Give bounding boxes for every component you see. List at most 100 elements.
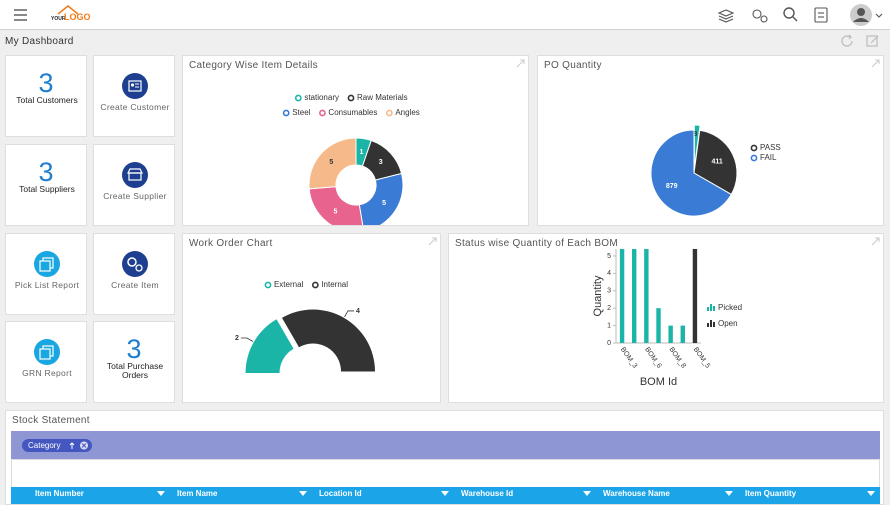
chart: 2 4 External Internal bbox=[235, 237, 437, 373]
y-tick-label: 0 bbox=[607, 340, 611, 347]
column-filter[interactable] bbox=[441, 491, 449, 497]
y-tick-label: 4 bbox=[607, 270, 611, 277]
logo-small: YOUR bbox=[51, 16, 66, 22]
legend-label: PASS bbox=[760, 143, 781, 152]
bar bbox=[644, 249, 649, 343]
slice bbox=[282, 309, 375, 372]
legend-marker bbox=[385, 109, 393, 117]
data-label: 5 bbox=[329, 159, 333, 166]
tile-label: Create Item bbox=[111, 280, 159, 290]
tile[interactable]: Create Customer bbox=[93, 55, 175, 137]
filter-icon bbox=[867, 491, 875, 496]
column-header[interactable]: Location Id bbox=[319, 489, 362, 498]
legend-label: Raw Materials bbox=[357, 93, 408, 102]
layers-icon[interactable] bbox=[717, 9, 735, 23]
card-title: Work Order Chart bbox=[189, 238, 273, 249]
link-icon-part bbox=[871, 237, 880, 246]
customer-icon bbox=[122, 73, 148, 99]
link-icon-part bbox=[871, 59, 880, 68]
tile[interactable]: 3 Total Customers bbox=[5, 55, 87, 137]
legend-label: External bbox=[274, 280, 304, 289]
legend-item: Open bbox=[707, 319, 738, 328]
column-header[interactable]: Item Quantity bbox=[745, 489, 797, 498]
filter-icon bbox=[441, 491, 449, 496]
supplier-icon bbox=[122, 162, 148, 188]
legend-item: Picked bbox=[707, 303, 742, 312]
legend-label: Open bbox=[718, 319, 738, 328]
filter-icon bbox=[725, 491, 733, 496]
tile-value: 3 bbox=[38, 68, 54, 98]
filter-chip[interactable]: Category bbox=[22, 439, 92, 452]
column-filter[interactable] bbox=[157, 491, 165, 497]
tile[interactable]: Pick List Report bbox=[5, 233, 87, 315]
x-tick-label: BOM_5 bbox=[692, 346, 711, 370]
settings-icon[interactable] bbox=[752, 9, 768, 23]
column-header[interactable]: Item Name bbox=[177, 489, 218, 498]
x-axis-title: BOM Id bbox=[640, 376, 677, 388]
slice bbox=[358, 172, 404, 225]
column-header[interactable]: Item Number bbox=[35, 489, 84, 498]
legend-item: Raw Materials bbox=[347, 93, 408, 102]
legend-marker bbox=[710, 320, 712, 327]
y-tick-label: 1 bbox=[607, 322, 611, 329]
legend-marker bbox=[710, 304, 712, 311]
legend-label: Picked bbox=[718, 303, 742, 312]
link-icon-part bbox=[516, 59, 525, 68]
column-filter[interactable] bbox=[583, 491, 591, 497]
tile[interactable]: Create Item bbox=[93, 233, 175, 315]
user-avatar[interactable] bbox=[850, 4, 883, 26]
legend-label: Consumables bbox=[328, 108, 377, 117]
tile[interactable]: 3 Total Purchase Orders bbox=[93, 321, 175, 403]
link-icon bbox=[871, 237, 880, 246]
tile[interactable]: Create Supplier bbox=[93, 144, 175, 226]
search-icon[interactable] bbox=[783, 7, 798, 22]
column-filter[interactable] bbox=[725, 491, 733, 497]
chart-card: 28411879PASSFAIL PO Quantity bbox=[537, 55, 884, 226]
data-label: 411 bbox=[711, 158, 722, 165]
bar bbox=[632, 249, 637, 343]
card-title: PO Quantity bbox=[544, 60, 602, 71]
link-icon bbox=[871, 59, 880, 68]
chart: 28411879PASSFAIL bbox=[650, 59, 880, 217]
tile[interactable]: 3 Total Suppliers bbox=[5, 144, 87, 226]
item-icon bbox=[122, 251, 148, 277]
legend-item: Internal bbox=[311, 280, 348, 289]
chart: 1 3 5 5 5 stationary Raw Materials Steel Consuma… bbox=[282, 59, 525, 225]
tile-value: 3 bbox=[126, 334, 142, 364]
logo: YOUR LOGO bbox=[51, 5, 91, 22]
tile[interactable]: GRN Report bbox=[5, 321, 87, 403]
leader-line bbox=[240, 337, 254, 342]
link-icon-part bbox=[428, 237, 437, 246]
legend-item: PASS bbox=[750, 143, 781, 152]
legend-label: Internal bbox=[321, 280, 348, 289]
x-tick-label: BOM_8 bbox=[667, 346, 686, 370]
slice bbox=[308, 186, 364, 225]
legend-marker bbox=[713, 322, 715, 327]
refresh-button[interactable] bbox=[841, 34, 853, 47]
chart-card: 2 4 External Internal Work Order Chart bbox=[182, 233, 441, 403]
column-filter[interactable] bbox=[299, 491, 307, 497]
menu-button[interactable] bbox=[14, 9, 27, 21]
report-icon[interactable] bbox=[814, 7, 828, 23]
legend-marker bbox=[707, 307, 709, 311]
tile-label: Create Customer bbox=[100, 102, 170, 112]
column-header[interactable]: Warehouse Name bbox=[603, 489, 670, 498]
edit-button[interactable] bbox=[866, 35, 879, 47]
column-filter[interactable] bbox=[867, 491, 875, 497]
bar bbox=[668, 325, 673, 343]
page-title: My Dashboard bbox=[5, 36, 74, 47]
legend-marker bbox=[707, 323, 709, 327]
column-header[interactable]: Warehouse Id bbox=[461, 489, 514, 498]
y-tick-label: 3 bbox=[607, 288, 611, 295]
filter-icon bbox=[157, 491, 165, 496]
slice bbox=[308, 137, 357, 190]
tile-label: GRN Report bbox=[22, 368, 72, 378]
x-tick-label: BOM_3 bbox=[619, 346, 638, 370]
legend-label: stationary bbox=[304, 93, 339, 102]
bar bbox=[692, 249, 698, 343]
tile-label: Create Supplier bbox=[103, 191, 167, 201]
legend-marker bbox=[319, 109, 326, 117]
legend-marker bbox=[347, 94, 355, 102]
top-bar-icons: YOUR LOGO bbox=[14, 4, 883, 26]
